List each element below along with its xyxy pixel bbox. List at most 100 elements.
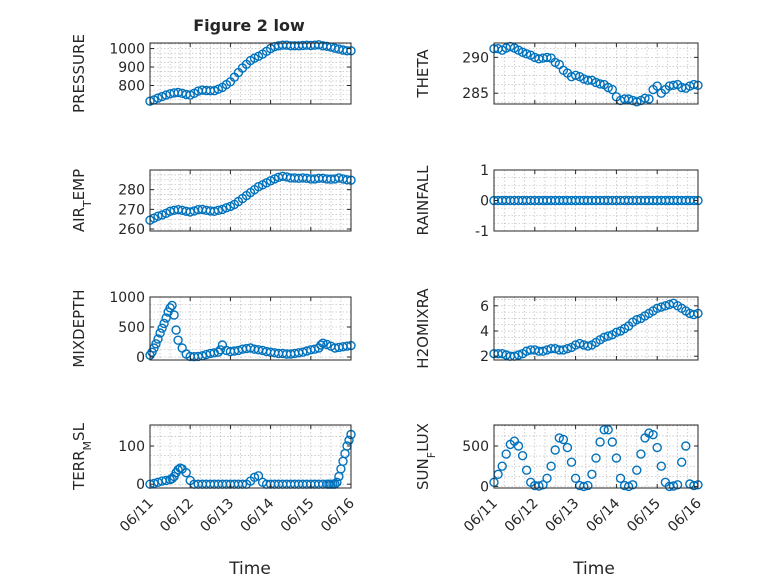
data-point bbox=[517, 451, 528, 461]
plot-area bbox=[150, 170, 351, 231]
data-point bbox=[644, 94, 654, 104]
data-point bbox=[517, 47, 528, 57]
data-point bbox=[644, 428, 654, 438]
data-point bbox=[550, 445, 560, 455]
data-point bbox=[221, 203, 232, 213]
data-point bbox=[628, 480, 638, 490]
data-point bbox=[558, 434, 569, 445]
data-point bbox=[542, 473, 552, 483]
x-tick-label: 06/12 bbox=[502, 496, 542, 536]
data-point bbox=[595, 79, 605, 89]
y-axis-label: PRESSURE bbox=[70, 34, 88, 113]
data-point bbox=[672, 480, 683, 490]
data-point bbox=[554, 433, 564, 443]
data-point bbox=[668, 481, 679, 491]
data-point bbox=[542, 52, 552, 63]
y-tick-label: 0 bbox=[136, 477, 145, 493]
subplot-1: 800 900 1000 PRESSURE bbox=[70, 34, 356, 113]
data-point bbox=[181, 468, 191, 478]
figure-title: Figure 2 low bbox=[193, 16, 305, 35]
y-tick-label: -1 bbox=[475, 224, 489, 240]
subplot-7: 0 100 06/11 06/12 06/13 06/14 06/15 06/16 TERRMS… bbox=[70, 422, 358, 535]
data-point bbox=[546, 461, 556, 471]
data-point bbox=[513, 441, 524, 451]
y-tick-label: 4 bbox=[480, 324, 489, 340]
plot-area bbox=[150, 43, 351, 104]
data-point bbox=[595, 437, 605, 447]
data-point bbox=[157, 91, 167, 102]
data-point bbox=[579, 481, 589, 492]
x-tick-label: 06/11 bbox=[117, 496, 157, 536]
data-point bbox=[652, 442, 662, 453]
data-point bbox=[681, 441, 691, 451]
y-tick-label: 2 bbox=[480, 349, 489, 365]
data-point bbox=[155, 328, 165, 338]
data-point bbox=[169, 310, 179, 320]
y-tick-label: 500 bbox=[462, 439, 489, 455]
data-point bbox=[603, 331, 613, 341]
y-tick-label: 6 bbox=[480, 299, 489, 315]
data-point bbox=[209, 85, 220, 96]
data-point bbox=[538, 480, 548, 490]
data-point bbox=[648, 430, 658, 440]
axes-box bbox=[149, 42, 352, 105]
data-point bbox=[623, 94, 634, 104]
data-point bbox=[632, 97, 642, 107]
x-tick-label: 06/16 bbox=[665, 495, 705, 535]
data-point bbox=[632, 465, 642, 475]
data-point bbox=[611, 453, 622, 463]
y-axis-label: H2OMIXRA bbox=[414, 288, 432, 369]
data-point bbox=[513, 350, 524, 360]
plot-area bbox=[494, 43, 698, 104]
data-point bbox=[640, 93, 650, 104]
data-point bbox=[165, 303, 175, 313]
data-point bbox=[153, 93, 163, 103]
y-tick-label: 500 bbox=[118, 320, 145, 336]
data-point bbox=[497, 461, 507, 471]
data-point bbox=[652, 303, 662, 313]
y-tick-label: 0 bbox=[480, 194, 489, 210]
y-axis-label: SUNFLUX bbox=[414, 423, 438, 490]
x-tick-label: 06/15 bbox=[624, 496, 664, 536]
data-point bbox=[660, 301, 671, 311]
y-tick-label: 290 bbox=[462, 50, 489, 66]
axes-box bbox=[493, 424, 699, 489]
data-point bbox=[570, 473, 581, 483]
data-point bbox=[159, 318, 169, 329]
axes-box bbox=[149, 296, 352, 361]
y-tick-label: 280 bbox=[118, 183, 145, 199]
data-point bbox=[599, 332, 609, 342]
x-tick-label: 06/13 bbox=[543, 496, 583, 536]
data-point bbox=[583, 341, 593, 351]
data-point bbox=[318, 338, 328, 348]
data-point bbox=[656, 302, 666, 312]
y-tick-label: 0 bbox=[480, 479, 489, 495]
axes-box bbox=[149, 424, 352, 489]
y-axis-label: TERRMSL bbox=[70, 422, 94, 491]
data-point bbox=[501, 449, 511, 459]
axes-box bbox=[149, 169, 352, 232]
data-point bbox=[615, 473, 626, 483]
data-point bbox=[562, 344, 573, 354]
x-axis-label-left: Time bbox=[228, 559, 271, 579]
subplot-2: 285 290 THETA bbox=[414, 41, 703, 107]
data-point bbox=[656, 461, 666, 471]
data-point bbox=[161, 313, 171, 323]
data-point bbox=[249, 472, 260, 482]
axes-box bbox=[493, 296, 699, 361]
data-point bbox=[623, 481, 634, 492]
axes-box bbox=[493, 42, 699, 105]
data-point bbox=[566, 457, 577, 467]
subplot-5: 0 500 1000 MIXDEPTH bbox=[70, 289, 356, 368]
data-point bbox=[599, 425, 609, 435]
subplot-8: 0 500 06/11 06/12 06/13 06/14 06/15 06/16 SUNFLU… bbox=[414, 423, 705, 535]
y-axis-label: MIXDEPTH bbox=[70, 289, 88, 367]
y-axis-label: THETA bbox=[414, 49, 432, 99]
x-tick-label: 06/16 bbox=[318, 495, 358, 535]
data-point bbox=[173, 335, 183, 345]
data-point bbox=[157, 323, 167, 333]
data-point bbox=[632, 315, 642, 325]
x-tick-label: 06/12 bbox=[157, 496, 197, 536]
data-point bbox=[253, 471, 264, 481]
